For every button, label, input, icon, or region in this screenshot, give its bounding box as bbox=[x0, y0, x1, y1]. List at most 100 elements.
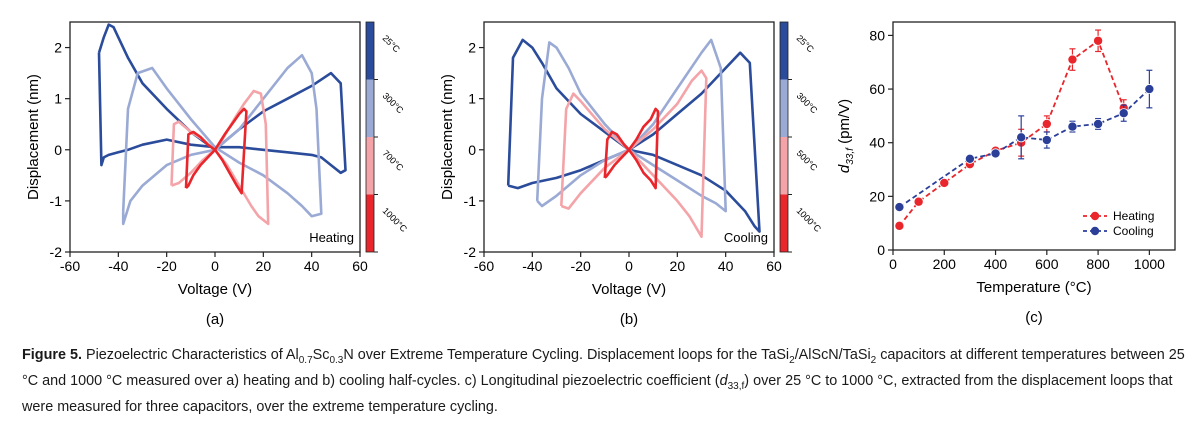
y-tick-label: 2 bbox=[54, 40, 62, 56]
x-tick-label: 20 bbox=[670, 258, 686, 274]
caption-body: Piezoelectric Characteristics of Al0.7Sc… bbox=[22, 347, 1185, 415]
data-point-cooling bbox=[894, 202, 905, 213]
caption-part: ) over 25 °C to 1000 °C, extracted from … bbox=[22, 372, 1173, 415]
data-point-cooling bbox=[990, 148, 1001, 159]
y-tick-label: 0 bbox=[54, 142, 62, 158]
y-tick-label: -2 bbox=[50, 244, 63, 260]
caption-part: 2 bbox=[870, 354, 877, 366]
y-tick-label: 0 bbox=[468, 142, 476, 158]
x-tick-label: 0 bbox=[889, 256, 897, 272]
x-tick-label: 0 bbox=[625, 258, 633, 274]
colorbar-segment bbox=[366, 137, 374, 195]
data-point-cooling bbox=[1067, 121, 1078, 132]
colorbar-segment bbox=[366, 22, 374, 80]
x-tick-label: 200 bbox=[933, 256, 957, 272]
data-point-cooling bbox=[1093, 118, 1104, 129]
x-tick-label: 1000 bbox=[1134, 256, 1165, 272]
y-tick-label: 60 bbox=[869, 81, 885, 97]
displacement-loop-1 bbox=[97, 23, 347, 175]
caption-part: 0.7 bbox=[298, 354, 313, 366]
y-tick-label: 2 bbox=[468, 40, 476, 56]
displacement-loop-2 bbox=[535, 38, 727, 213]
y-tick-label: 1 bbox=[54, 91, 62, 107]
colorbar-label: 500°C bbox=[795, 148, 820, 173]
caption-part: d bbox=[719, 372, 728, 389]
x-tick-label: 0 bbox=[211, 258, 219, 274]
y-axis-label: Displacement (nm) bbox=[25, 74, 42, 200]
colorbar-label: 1000°C bbox=[795, 206, 824, 235]
caption-part: 33,f bbox=[727, 380, 745, 392]
colorbar-label: 25°C bbox=[381, 33, 403, 55]
data-point-cooling bbox=[1041, 135, 1052, 146]
colorbar-segment bbox=[780, 194, 788, 252]
y-tick-label: 80 bbox=[869, 27, 885, 43]
x-tick-label: -60 bbox=[60, 258, 80, 274]
displacement-loop-4 bbox=[603, 107, 660, 190]
figure-caption: Figure 5. Piezoelectric Characteristics … bbox=[22, 345, 1187, 418]
legend-label-cooling: Cooling bbox=[1113, 224, 1154, 238]
x-tick-label: 60 bbox=[352, 258, 368, 274]
data-point-heating bbox=[913, 196, 924, 207]
y-tick-label: -1 bbox=[50, 193, 63, 209]
colorbar-segment bbox=[366, 194, 374, 252]
caption-part: N over Extreme Temperature Cycling. Disp… bbox=[343, 347, 790, 363]
x-tick-label: 600 bbox=[1035, 256, 1059, 272]
x-tick-label: -40 bbox=[522, 258, 542, 274]
y-tick-label: 20 bbox=[869, 188, 885, 204]
colorbar-label: 1000°C bbox=[381, 206, 410, 235]
colorbar-label: 25°C bbox=[795, 33, 817, 55]
x-tick-label: 800 bbox=[1086, 256, 1110, 272]
data-point-heating bbox=[939, 177, 950, 188]
y-axis-label: Displacement (nm) bbox=[439, 74, 456, 200]
panel-annotation: Heating bbox=[309, 230, 354, 245]
caption-part: Sc bbox=[312, 347, 330, 363]
caption-part: /AlScN/TaSi bbox=[794, 347, 871, 363]
series-line-cooling bbox=[898, 88, 1151, 208]
colorbar-segment bbox=[780, 22, 788, 80]
displacement-loop-2 bbox=[121, 53, 323, 226]
series-group bbox=[894, 29, 1155, 231]
x-tick-label: -60 bbox=[474, 258, 494, 274]
panel-label: (b) bbox=[620, 311, 638, 328]
panel-c-d33-vs-temperature: 0 200 400 600 800 1000 0 20 40 60 80 Temperature (°… bbox=[836, 21, 1176, 326]
caption-part: 2 bbox=[789, 354, 795, 366]
data-point-heating bbox=[894, 220, 905, 231]
y-tick-label: 40 bbox=[869, 135, 885, 151]
x-tick-label: -20 bbox=[571, 258, 591, 274]
x-tick-label: -40 bbox=[108, 258, 128, 274]
caption-part: capacitors at different temperatures bet… bbox=[22, 347, 1185, 389]
colorbar-segment bbox=[366, 79, 374, 137]
data-point-cooling bbox=[964, 153, 975, 164]
y-axis-label-unit: (pm/V) bbox=[836, 99, 853, 148]
x-tick-label: 60 bbox=[766, 258, 782, 274]
x-tick-label: 400 bbox=[984, 256, 1008, 272]
panel-annotation: Cooling bbox=[724, 230, 768, 245]
displacement-loop-3 bbox=[560, 69, 708, 238]
legend-marker bbox=[1090, 211, 1100, 221]
colorbar-label: 300°C bbox=[381, 91, 406, 116]
colorbar-frame bbox=[779, 21, 789, 253]
displacement-loop-4 bbox=[184, 107, 248, 195]
data-point-heating bbox=[1067, 54, 1078, 65]
colorbar-label: 300°C bbox=[795, 91, 820, 116]
x-tick-label: 40 bbox=[304, 258, 320, 274]
panel-a-displacement-heating: -60 -40 -20 0 20 40 60 -2 -1 0 1 2 Voltage (V) Displa… bbox=[25, 21, 410, 328]
y-tick-label: 0 bbox=[877, 242, 885, 258]
x-axis-label: Voltage (V) bbox=[178, 281, 252, 298]
data-point-heating bbox=[1093, 35, 1104, 46]
x-tick-label: -20 bbox=[157, 258, 177, 274]
x-axis-label: Voltage (V) bbox=[592, 281, 666, 298]
series-group bbox=[97, 23, 347, 226]
series-group bbox=[506, 38, 761, 238]
plot-frame bbox=[483, 21, 775, 253]
data-point-cooling bbox=[1016, 132, 1027, 143]
caption-part: 0.3 bbox=[329, 354, 344, 366]
data-point-cooling bbox=[1144, 84, 1155, 95]
colorbar-label: 700°C bbox=[381, 148, 406, 173]
y-axis-label: d33,f (pm/V) bbox=[836, 99, 856, 173]
y-tick-label: -2 bbox=[464, 244, 477, 260]
y-tick-label: -1 bbox=[464, 193, 477, 209]
y-axis-label-sub: 33,f bbox=[845, 147, 856, 165]
series-line-heating bbox=[898, 39, 1125, 227]
